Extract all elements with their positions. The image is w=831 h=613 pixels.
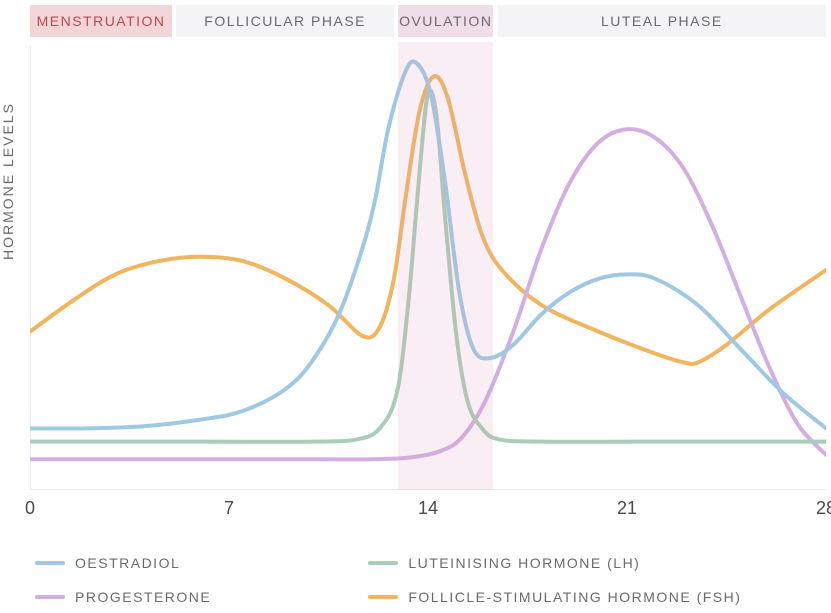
legend-label-oestradiol: OESTRADIOL (75, 555, 180, 571)
x-tick-21: 21 (617, 498, 637, 519)
legend-swatch-oestradiol (35, 561, 65, 565)
legend-swatch-progesterone (35, 595, 65, 599)
legend: OESTRADIOL LUTEINISING HORMONE (LH) PROGES… (35, 555, 821, 605)
legend-swatch-fsh (368, 595, 398, 599)
legend-oestradiol: OESTRADIOL (35, 555, 358, 571)
x-tick-7: 7 (224, 498, 234, 519)
legend-swatch-lh (368, 561, 398, 565)
x-tick-0: 0 (25, 498, 35, 519)
legend-label-lh: LUTEINISING HORMONE (LH) (408, 555, 640, 571)
legend-lh: LUTEINISING HORMONE (LH) (368, 555, 821, 571)
legend-progesterone: PROGESTERONE (35, 589, 358, 605)
y-axis-label: HORMONE LEVELS (0, 102, 16, 260)
x-tick-14: 14 (418, 498, 438, 519)
legend-label-fsh: FOLLICLE-STIMULATING HORMONE (FSH) (408, 589, 741, 605)
ovulation-highlight-band (398, 42, 493, 490)
chart-plot-area (30, 5, 826, 490)
x-tick-28: 28 (816, 498, 831, 519)
legend-fsh: FOLLICLE-STIMULATING HORMONE (FSH) (368, 589, 821, 605)
chart-container: MENSTRUATIONFOLLICULAR PHASEOVULATIONLUT… (0, 0, 831, 613)
legend-label-progesterone: PROGESTERONE (75, 589, 211, 605)
